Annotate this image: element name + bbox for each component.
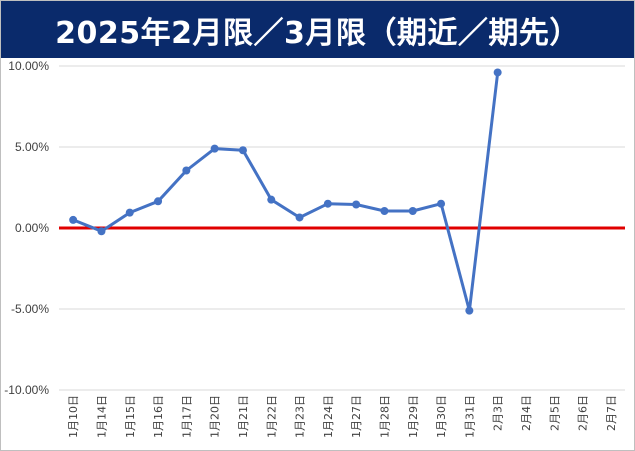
x-tick-label: 1月10日 (67, 395, 80, 438)
data-point (69, 215, 78, 224)
data-point (323, 199, 332, 208)
x-tick-label: 1月15日 (124, 395, 137, 438)
x-tick-label: 1月29日 (407, 395, 420, 438)
data-point (267, 195, 276, 204)
data-point (238, 146, 247, 155)
data-point (125, 208, 134, 217)
data-point (437, 199, 446, 208)
x-tick-label: 1月23日 (294, 395, 307, 438)
x-tick-label: 1月17日 (180, 395, 193, 438)
data-point (97, 227, 106, 236)
y-tick-label: 5.00% (15, 140, 49, 154)
y-tick-label: -5.00% (11, 302, 49, 316)
data-point (380, 206, 389, 215)
data-point (295, 213, 304, 222)
y-axis-tick-labels: 10.00% 5.00% 0.00% -5.00% -10.00% (4, 59, 49, 397)
x-tick-label: 1月31日 (463, 395, 476, 438)
data-point (465, 306, 474, 315)
x-tick-label: 2月3日 (492, 395, 505, 431)
data-point (493, 68, 502, 77)
x-tick-label: 2月6日 (577, 395, 590, 431)
y-tick-label: 0.00% (15, 221, 49, 235)
y-tick-label: -10.00% (4, 383, 49, 397)
x-tick-label: 1月24日 (322, 395, 335, 438)
chart-title: 2025年2月限／3月限（期近／期先） (1, 1, 634, 58)
data-point (408, 206, 417, 215)
x-tick-label: 1月28日 (378, 395, 391, 438)
x-tick-label: 1月16日 (152, 395, 165, 438)
x-tick-label: 1月20日 (209, 395, 222, 438)
series-line (72, 72, 500, 313)
data-point (352, 200, 361, 209)
x-tick-label: 2月7日 (605, 395, 618, 431)
series-lines (72, 72, 500, 313)
data-point (154, 197, 163, 206)
x-axis-tick-labels: 1月10日 1月14日 1月15日 1月16日 1月17日 1月20日 1月21日 1月22日… (67, 395, 618, 438)
x-tick-label: 1月14日 (95, 395, 108, 438)
x-tick-label: 2月5日 (548, 395, 561, 431)
x-tick-label: 1月27日 (350, 395, 363, 438)
x-tick-label: 1月30日 (435, 395, 448, 438)
data-point (210, 144, 219, 153)
x-tick-label: 1月21日 (237, 395, 250, 438)
series-points (69, 68, 502, 315)
data-point (182, 166, 191, 175)
x-tick-label: 1月22日 (265, 395, 278, 438)
x-tick-label: 2月4日 (520, 395, 533, 431)
y-tick-label: 10.00% (8, 59, 49, 73)
